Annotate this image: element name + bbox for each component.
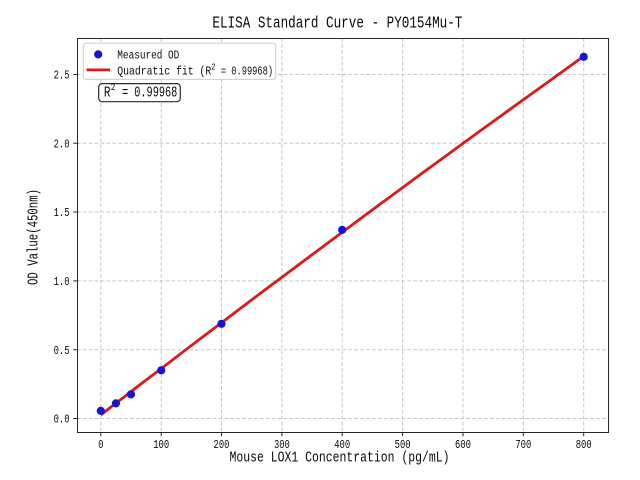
svg-text:2: 2 [111, 83, 116, 94]
svg-text:400: 400 [334, 438, 350, 452]
svg-text:2: 2 [211, 62, 216, 73]
svg-text:1.5: 1.5 [54, 206, 70, 220]
svg-text:100: 100 [153, 438, 169, 452]
svg-text:2.5: 2.5 [54, 69, 70, 83]
svg-text:300: 300 [274, 438, 290, 452]
svg-text:Measured OD: Measured OD [117, 49, 179, 63]
svg-text:0: 0 [98, 438, 103, 452]
svg-text:2.0: 2.0 [54, 137, 70, 151]
svg-text:= 0.99968): = 0.99968) [216, 65, 274, 79]
svg-text:Mouse LOX1 Concentration (pg/m: Mouse LOX1 Concentration (pg/mL) [230, 451, 450, 467]
svg-text:Quadratic fit (R: Quadratic fit (R [117, 65, 211, 79]
svg-text:200: 200 [214, 438, 230, 452]
svg-text:800: 800 [576, 438, 592, 452]
svg-text:ELISA Standard Curve - PY0154M: ELISA Standard Curve - PY0154Mu-T [212, 14, 462, 33]
svg-text:0.5: 0.5 [54, 344, 70, 358]
svg-text:= 0.99968: = 0.99968 [116, 85, 178, 102]
svg-text:600: 600 [455, 438, 471, 452]
svg-text:0.0: 0.0 [54, 413, 70, 427]
svg-text:700: 700 [515, 438, 531, 452]
svg-text:OD Value(450nm): OD Value(450nm) [27, 189, 43, 285]
svg-text:1.0: 1.0 [54, 275, 70, 289]
svg-text:500: 500 [395, 438, 411, 452]
svg-text:R: R [104, 85, 111, 102]
